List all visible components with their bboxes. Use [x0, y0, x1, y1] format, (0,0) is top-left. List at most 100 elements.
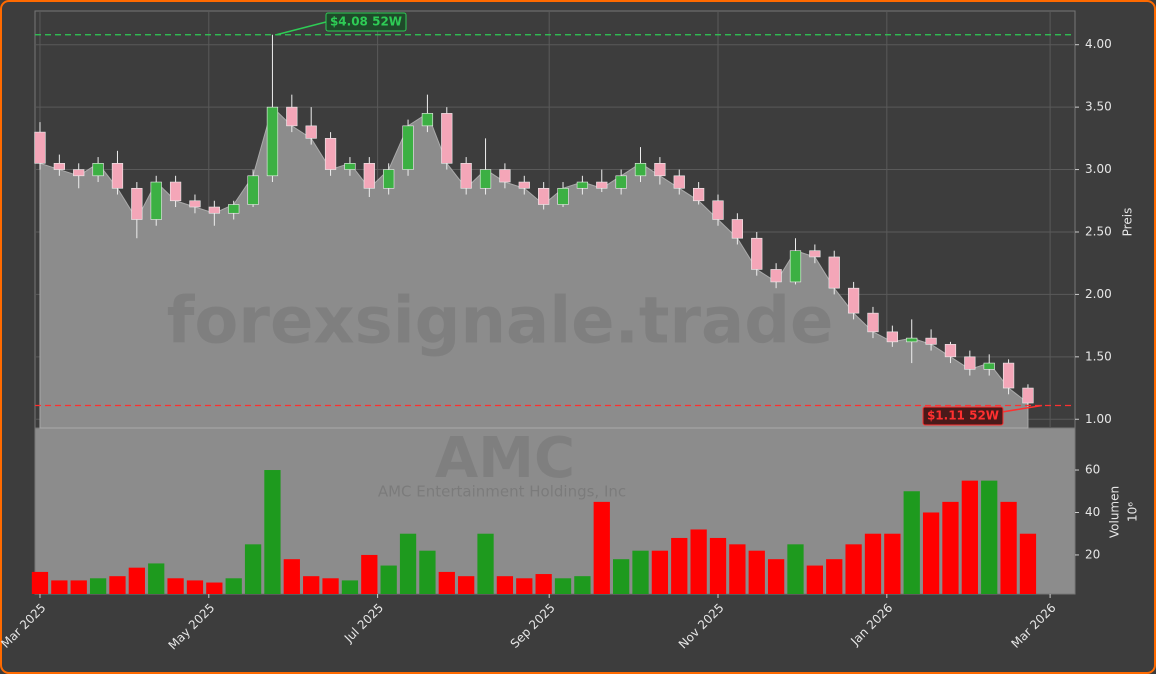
y-tick-label: 4.00 [1085, 37, 1112, 51]
volume-bar [942, 501, 959, 594]
candle-body [1002, 362, 1015, 389]
candle-body [383, 169, 395, 189]
volume-bar [903, 491, 920, 594]
candle-body [266, 106, 279, 177]
candle-body [499, 169, 511, 183]
candle-body [421, 113, 434, 127]
candle-body [518, 181, 530, 189]
candle-body [712, 200, 724, 220]
volume-bar [748, 550, 765, 594]
y-tick-label: 3.00 [1085, 162, 1112, 176]
candle-body [693, 187, 705, 202]
candle-body [286, 106, 298, 127]
candle-body [886, 331, 898, 343]
candle-body [809, 250, 821, 258]
volume-bar [535, 574, 552, 594]
volume-bar [1019, 533, 1037, 594]
candle-body [150, 181, 162, 220]
candle-body [538, 187, 550, 205]
volume-bar [806, 565, 823, 594]
volume-bar [767, 559, 785, 594]
candle-body [247, 175, 259, 205]
high-52w-box [325, 12, 407, 32]
candle-body [92, 163, 104, 177]
volume-bar [361, 554, 378, 594]
ticker-watermark: AMC [435, 426, 575, 491]
candle-body [964, 356, 976, 370]
low-52w-label: $1.11 52W [927, 409, 999, 423]
candle-body [596, 181, 608, 189]
volume-bar [516, 578, 533, 594]
y-tick-label: 2.50 [1085, 224, 1112, 238]
candle-body [53, 163, 65, 170]
y-tick-label: 1.00 [1085, 412, 1112, 426]
volume-bar [574, 576, 591, 594]
candle-body [770, 269, 782, 283]
y-tick-label: 3.50 [1085, 100, 1112, 114]
volume-bar [225, 578, 242, 594]
candle-body [828, 256, 840, 289]
candle-body [1022, 387, 1034, 404]
candle-body [789, 250, 802, 283]
candle-body [731, 219, 744, 239]
volume-bar [399, 533, 417, 594]
y2-tick-label: 40 [1085, 505, 1100, 519]
y2-tick-label: 20 [1085, 547, 1100, 561]
candle-body [673, 175, 685, 189]
candle-body [131, 187, 143, 220]
volume-bar [477, 533, 494, 594]
volume-bar [167, 578, 184, 594]
volume-bar [981, 480, 998, 594]
y-tick-label: 2.00 [1085, 287, 1112, 301]
volume-bar [341, 580, 359, 594]
volume-bar [322, 578, 339, 594]
high-52w-arrow [276, 21, 327, 36]
candle-body [557, 187, 569, 205]
volume-bar [128, 567, 145, 594]
candle-body [324, 138, 337, 170]
candle-body [208, 206, 220, 214]
low-52w-arrow [1001, 404, 1043, 413]
y-tick-label: 1.50 [1085, 349, 1112, 363]
volume-bar [690, 529, 707, 594]
candle-body [189, 200, 201, 208]
volume-bar [787, 544, 804, 594]
volume-bar [419, 550, 436, 594]
volume-bar [51, 580, 68, 594]
candle-body [169, 181, 182, 202]
volume-bar [244, 544, 262, 594]
volume-bar [31, 571, 49, 594]
candle-body [615, 175, 627, 189]
y2-axis-unit: 10⁶ [1126, 502, 1140, 522]
volume-bar [632, 550, 649, 594]
volume-bar [380, 565, 397, 594]
volume-bar [458, 576, 475, 594]
volume-bar [729, 544, 746, 594]
volume-bar [613, 559, 630, 594]
volume-bar [961, 480, 978, 594]
candle-body [34, 131, 46, 164]
volume-bar [438, 571, 455, 594]
candle-body [906, 337, 918, 343]
candle-body [944, 344, 957, 358]
candle-body [363, 163, 375, 189]
watermark: forexsignale.trade [167, 285, 834, 359]
volume-bar [264, 470, 281, 594]
candle-body [441, 113, 453, 164]
volume-bar [303, 576, 320, 594]
company-watermark: AMC Entertainment Holdings, Inc [378, 483, 626, 501]
candle-body [479, 169, 492, 189]
volume-bar [206, 582, 223, 594]
candle-body [654, 163, 666, 177]
high-52w-label: $4.08 52W [330, 15, 402, 29]
candle-body [867, 312, 879, 333]
volume-bar [148, 563, 165, 594]
volume-bar [884, 533, 901, 594]
volume-bar [70, 580, 87, 594]
y2-tick-label: 60 [1085, 463, 1100, 477]
volume-bar [186, 580, 204, 594]
y2-axis-label: Volumen [1108, 486, 1122, 538]
volume-bar [109, 576, 126, 594]
candle-body [344, 163, 356, 170]
